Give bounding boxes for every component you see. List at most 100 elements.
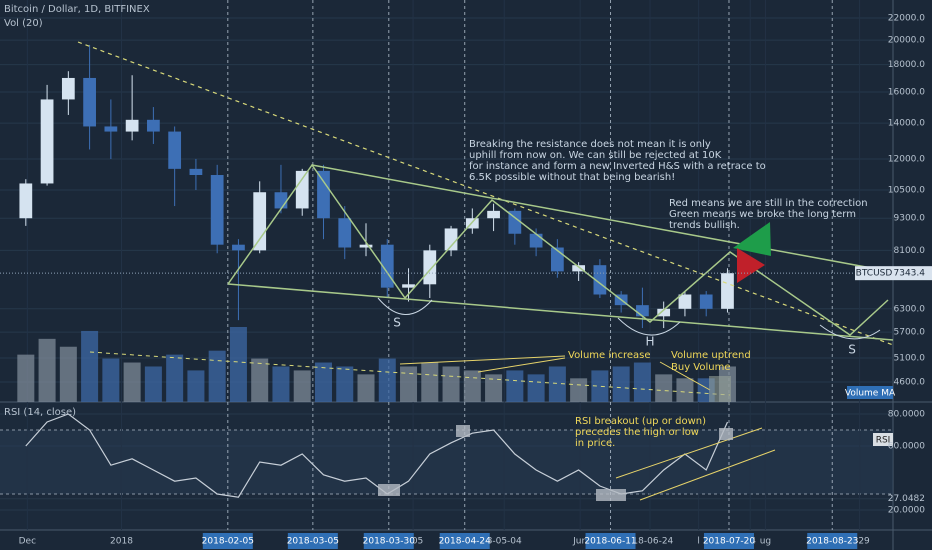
candle-body	[636, 305, 649, 317]
y2-tick-label: 20.0000	[888, 506, 925, 516]
volume-bar	[357, 374, 375, 402]
label-box	[873, 433, 893, 446]
y-tick-label: 9300.0	[894, 214, 926, 224]
candle-body	[465, 218, 479, 229]
marker-label-box	[585, 533, 636, 549]
volume-bar	[229, 327, 247, 402]
volume-bar	[378, 358, 396, 402]
volume-bar	[336, 366, 354, 402]
candle-body	[444, 228, 458, 251]
volume-bar	[293, 370, 311, 402]
candle-body	[508, 210, 522, 234]
x-tick-label: Jun	[572, 537, 587, 547]
candle-body	[40, 99, 54, 184]
candle-body	[721, 273, 734, 309]
rsi-box	[719, 428, 733, 440]
candle-body	[274, 192, 288, 209]
volume-bar	[463, 370, 481, 402]
y-tick-label: 10500.0	[888, 186, 925, 196]
volume-bar	[421, 362, 439, 402]
y-tick-label: 5700.0	[894, 328, 926, 338]
volume-bar	[314, 362, 332, 402]
volume-bar	[123, 362, 141, 402]
marker-label-box	[807, 533, 858, 549]
volume-bar	[81, 330, 99, 402]
y-tick-label: 22000.0	[888, 13, 925, 23]
rsi-box	[456, 425, 470, 437]
candle-body	[359, 244, 373, 248]
rsi-channel-top	[615, 427, 763, 479]
marks	[17, 44, 736, 498]
y-tick-label: 5100.0	[894, 353, 926, 363]
volume-title: Vol (20)	[4, 18, 43, 29]
note-line: in price.	[575, 438, 615, 449]
volume-bar	[442, 366, 460, 402]
rsi-label: RSI	[876, 436, 891, 446]
volume-bar	[591, 370, 609, 402]
volume-bar	[102, 358, 120, 402]
volume-bar	[272, 366, 290, 402]
x-tick-label: 8-05-04	[487, 537, 522, 547]
rsi-box	[378, 484, 400, 496]
y-tick-label: 8100.0	[894, 246, 926, 256]
candle-body	[83, 77, 96, 127]
candle-body	[210, 175, 224, 245]
candle-body	[253, 192, 267, 251]
candle-body	[678, 294, 692, 309]
marker-label: 2018-07-20	[703, 537, 756, 547]
marker-label: 2018-08-23	[806, 537, 858, 547]
volume-bar	[144, 366, 162, 402]
rsi-band	[0, 430, 893, 494]
volume-bar	[38, 338, 56, 402]
note-line: 6.5K possible without that being bearish…	[469, 172, 675, 183]
price-tag	[893, 266, 932, 281]
x-tick-label: Dec	[19, 537, 36, 547]
green-triangle	[733, 222, 771, 256]
marker-label-box	[202, 533, 253, 549]
volume-bar	[676, 378, 694, 402]
volume-bar	[633, 362, 651, 402]
marker-label: 2018-06-11	[584, 537, 636, 547]
volume-bar	[208, 350, 226, 402]
note-line: Red means we are still in the correction	[669, 198, 868, 209]
symbol-box	[855, 266, 893, 281]
x-tick-label: 2018	[110, 537, 133, 547]
note-line: Volume uptrend	[671, 350, 751, 361]
drawings	[77, 41, 894, 501]
candle-body	[699, 294, 713, 309]
note-line: uphill from now on. We can still be reje…	[469, 150, 722, 161]
highlight-box	[709, 376, 731, 402]
price-tag-label: 7343.4	[894, 269, 926, 279]
note-line: trends bullish.	[669, 220, 740, 231]
candle-body	[295, 170, 309, 209]
volume-ma-label: Volume MA	[845, 389, 896, 399]
volume-bar	[548, 366, 566, 402]
shoulder-arc	[819, 324, 881, 340]
y2-tick-label: 27.0482	[888, 494, 925, 504]
marker-label: 2018-04-24	[439, 537, 492, 547]
note-line: Breaking the resistance does not mean it…	[469, 139, 711, 150]
note: Volume increase	[568, 350, 651, 361]
volume-bar	[400, 366, 418, 402]
volume-bar	[612, 366, 630, 402]
shoulder-arc	[377, 297, 433, 315]
candle-body	[317, 170, 330, 219]
candle-body	[61, 77, 75, 100]
volume-bar	[527, 374, 545, 402]
pattern-label: H	[645, 335, 654, 349]
rsi-box	[596, 489, 626, 501]
volume-bar	[166, 354, 184, 402]
arrow	[659, 361, 711, 391]
note-line: precedes the high or low	[575, 427, 699, 438]
pattern-label: S	[393, 316, 401, 330]
volume-bar	[485, 374, 503, 402]
candle-body	[423, 250, 437, 285]
volume-bar	[570, 378, 588, 402]
dashed-trendline	[77, 41, 894, 346]
y-tick-label: 16000.0	[888, 88, 925, 98]
note-line: for instance and form a new Inverted H&S…	[469, 161, 766, 172]
head-arc	[617, 317, 681, 336]
y2-tick-label: 80.0000	[888, 410, 925, 420]
marker-label-box	[287, 533, 338, 549]
